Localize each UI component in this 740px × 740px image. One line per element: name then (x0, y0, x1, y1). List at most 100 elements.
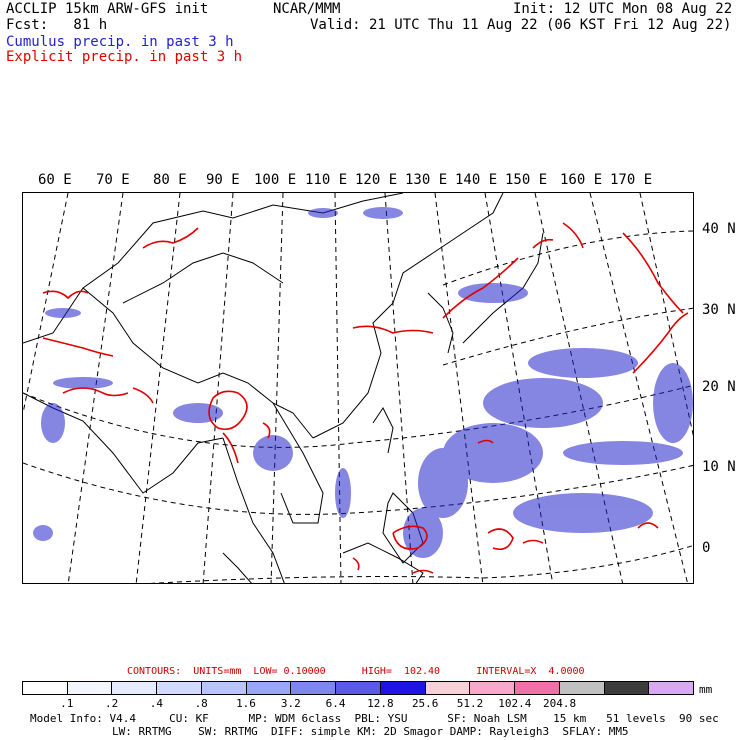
colorbar-cell (425, 682, 471, 694)
coast-korea (427, 292, 454, 354)
colorbar-cell (515, 682, 560, 694)
lat-gridlines (23, 230, 693, 583)
cumulus-patch (483, 378, 603, 428)
model-info-line1: Model Info: V4.4 CU: KF MP: WDM 6class P… (30, 712, 719, 725)
colorbar-cell (23, 682, 68, 694)
colorbar-tick-label: 1.6 (236, 697, 256, 710)
lon-label: 70 E (96, 172, 130, 188)
lat-label: 30 N (702, 302, 736, 318)
explicit-contour (62, 387, 129, 397)
cumulus-patch (173, 403, 223, 423)
init-time: Init: 12 UTC Mon 08 Aug 22 (513, 1, 733, 17)
lon-label: 120 E (355, 172, 398, 188)
legend-explicit: Explicit precip. in past 3 h (6, 49, 243, 65)
cumulus-patch (653, 363, 693, 443)
explicit-contour (262, 422, 271, 439)
cumulus-patch (403, 508, 443, 558)
lon-gridline (589, 193, 689, 583)
lon-gridline (202, 193, 234, 583)
cumulus-patch (458, 283, 528, 303)
precip-map (22, 192, 694, 584)
colorbar-tick-label: 102.4 (498, 697, 532, 710)
center-label: NCAR/MMM (273, 1, 341, 17)
colorbar-cell (380, 682, 426, 694)
cumulus-patch (563, 441, 683, 465)
lon-label: 100 E (254, 172, 297, 188)
coast-malay (222, 437, 285, 583)
explicit-contour (532, 238, 554, 249)
colorbar-tick-label: .2 (104, 697, 119, 710)
colorbar-cell (157, 682, 202, 694)
border-north (23, 193, 404, 344)
explicit-contour (637, 522, 659, 529)
colorbar-tick-label: 12.8 (367, 697, 394, 710)
colorbar-cell (336, 682, 381, 694)
cumulus-patch (53, 377, 113, 389)
lon-label: 80 E (153, 172, 187, 188)
colorbar-tick-label: 51.2 (456, 697, 484, 710)
explicit-contour (42, 290, 89, 300)
explicit-contour (352, 557, 360, 571)
lat-gridline (149, 545, 693, 583)
explicit-contour (222, 432, 239, 464)
explicit-contour (132, 387, 154, 404)
lat-gridline (23, 384, 693, 448)
lat-gridline (442, 230, 693, 286)
coast-sumatra (222, 552, 252, 583)
lon-label: 90 E (206, 172, 240, 188)
colorbar (22, 681, 694, 695)
contours-info: CONTOURS: UNITS=mm LOW= 0.10000 HIGH= 10… (127, 666, 585, 677)
explicit-contour (477, 439, 494, 444)
lon-gridline (23, 193, 69, 414)
lat-label: 40 N (702, 221, 736, 237)
map-canvas (23, 193, 693, 583)
colorbar-cell (649, 682, 694, 694)
lon-label: 160 E (560, 172, 603, 188)
lat-label: 0 (702, 540, 711, 556)
explicit-contour (142, 227, 199, 249)
lon-gridline (67, 193, 124, 583)
explicit-contour (42, 337, 114, 357)
cumulus-patch (33, 525, 53, 541)
cumulus-patch (308, 208, 338, 218)
lon-gridline (270, 193, 284, 583)
lon-label: 110 E (305, 172, 348, 188)
cumulus-patch (443, 423, 543, 483)
forecast-hour: Fcst: 81 h (6, 17, 108, 33)
colorbar-tick-label: .1 (60, 697, 74, 710)
colorbar-cell (201, 682, 247, 694)
explicit-precip-layer (42, 222, 689, 574)
colorbar-tick-label: 3.2 (280, 697, 301, 710)
valid-time: Valid: 21 UTC Thu 11 Aug 22 (06 KST Fri … (310, 17, 732, 33)
colorbar-tick-label: 25.6 (411, 697, 439, 710)
cumulus-patch (253, 435, 293, 471)
cumulus-precip-layer (33, 207, 693, 558)
coast-china (312, 193, 504, 439)
legend-cumulus: Cumulus precip. in past 3 h (6, 34, 234, 50)
lon-label: 130 E (405, 172, 448, 188)
lon-gridline (334, 193, 342, 583)
colorbar-cell (291, 682, 337, 694)
lon-label: 170 E (610, 172, 653, 188)
colorbar-cell (604, 682, 650, 694)
coastlines (23, 193, 544, 583)
lat-label: 10 N (702, 459, 736, 475)
lon-label: 150 E (505, 172, 548, 188)
lon-gridline (434, 193, 484, 583)
explicit-contour (392, 525, 428, 550)
colorbar-tick-label: .8 (194, 697, 208, 710)
explicit-contour (442, 257, 519, 319)
lon-label: 140 E (455, 172, 498, 188)
colorbar-tick-label: 204.8 (543, 697, 577, 710)
lon-label: 60 E (38, 172, 72, 188)
lat-gridline (23, 462, 693, 515)
coast-taiwan (372, 407, 394, 454)
explicit-contour (412, 569, 434, 574)
cumulus-patch (45, 308, 81, 318)
explicit-contour (622, 232, 684, 314)
explicit-contour (632, 312, 689, 374)
coast-borneo (342, 542, 424, 583)
explicit-contour (562, 222, 584, 249)
border-himalaya (82, 287, 314, 439)
lat-label: 20 N (702, 379, 736, 395)
